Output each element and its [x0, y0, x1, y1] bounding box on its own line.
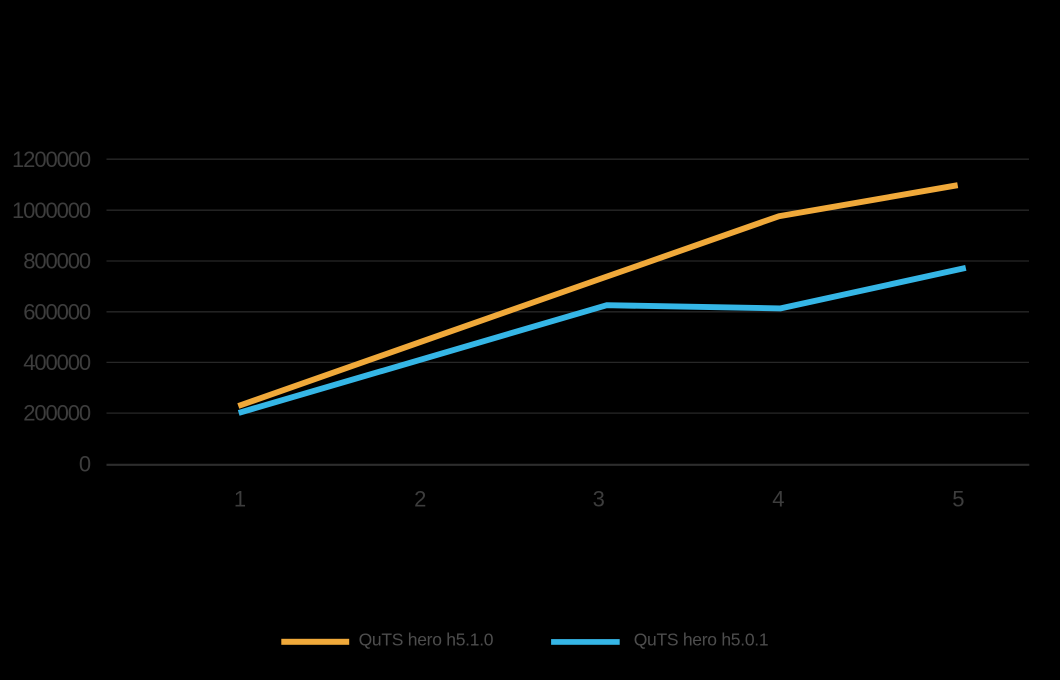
- svg-text:800000: 800000: [23, 249, 91, 274]
- svg-text:600000: 600000: [23, 299, 91, 324]
- svg-text:1000000: 1000000: [12, 198, 91, 223]
- svg-text:5: 5: [952, 486, 964, 511]
- svg-text:1200000: 1200000: [12, 147, 91, 172]
- svg-text:2: 2: [414, 486, 426, 511]
- svg-text:QuTS hero h5.0.1: QuTS hero h5.0.1: [634, 630, 769, 650]
- svg-text:400000: 400000: [23, 350, 91, 375]
- svg-text:200000: 200000: [23, 401, 91, 426]
- svg-text:0: 0: [79, 452, 91, 477]
- svg-text:4: 4: [772, 486, 784, 511]
- svg-text:3: 3: [593, 486, 605, 511]
- svg-text:1: 1: [234, 486, 246, 511]
- svg-text:QuTS hero h5.1.0: QuTS hero h5.1.0: [359, 630, 494, 650]
